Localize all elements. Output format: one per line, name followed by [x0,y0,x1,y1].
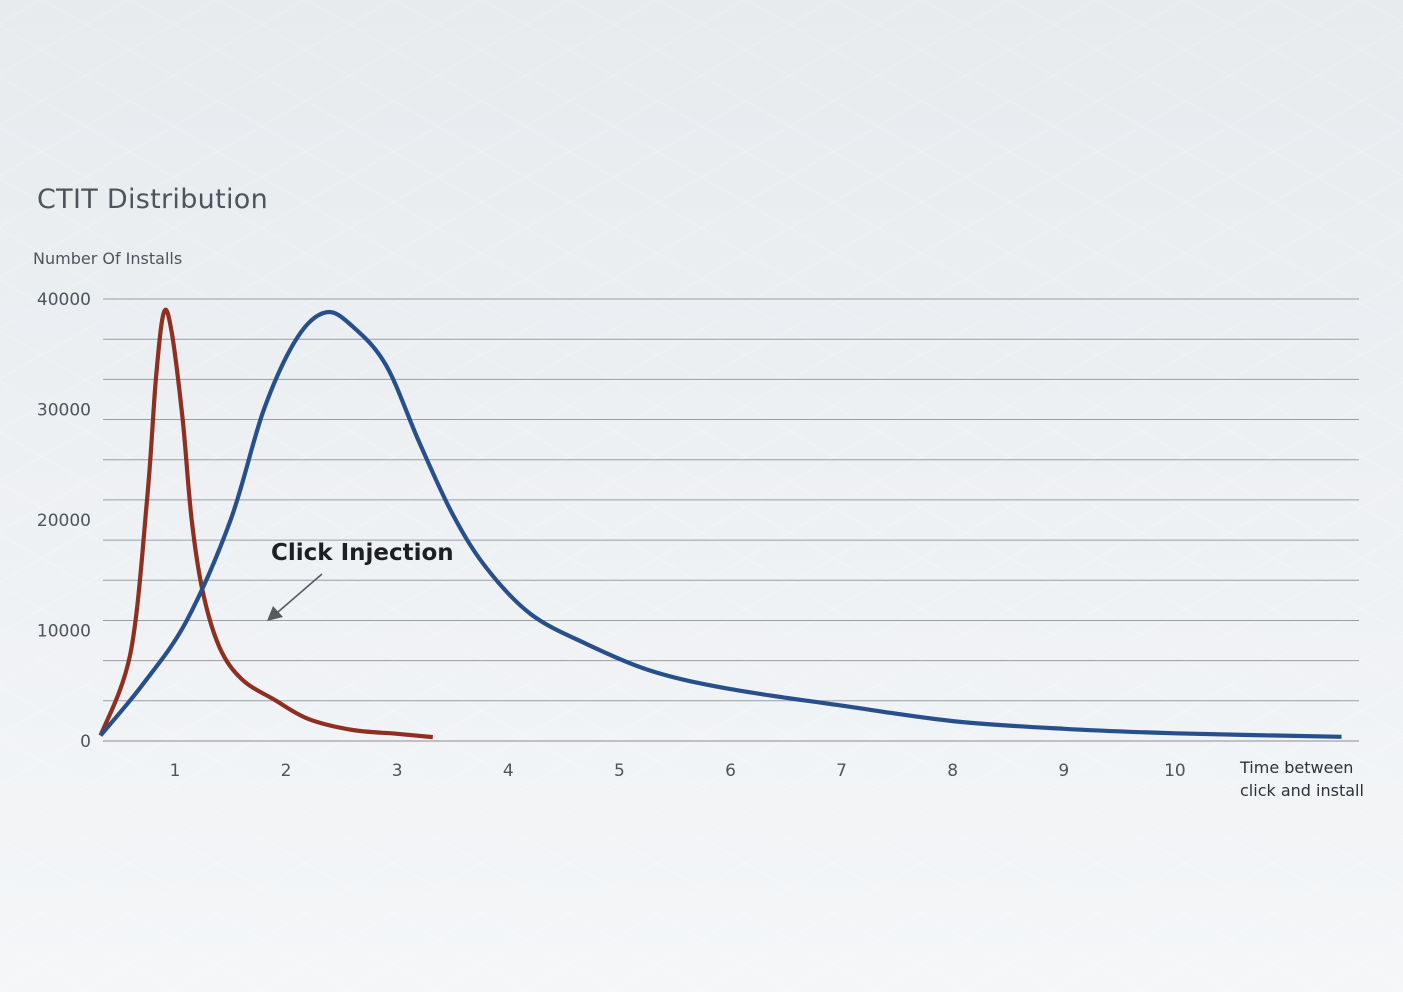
y-tick-label: 20000 [37,511,91,531]
x-tick-label: 3 [392,761,403,781]
y-tick-label: 30000 [37,401,91,421]
click-injection-annotation: Click Injection [271,540,454,566]
x-tick-label: 7 [836,761,847,781]
series-line-red [98,307,433,740]
x-axis-label-line-2: click and install [1240,781,1364,800]
gridlines [103,298,1359,742]
x-tick-label: 5 [614,761,625,781]
x-tick-label: 2 [281,761,292,781]
x-tick-label: 10 [1164,761,1186,781]
y-tick-labels: 0 10000 20000 30000 40000 [37,290,91,752]
annotation-arrow [267,573,323,621]
x-tick-labels: 1 2 3 4 5 6 7 8 9 10 [170,761,1186,781]
y-tick-label: 10000 [37,622,91,642]
series-lines [98,307,1342,740]
y-axis-label: Number Of Installs [33,249,183,268]
x-tick-label: 9 [1058,761,1069,781]
x-axis-label-line-1: Time between [1239,758,1353,777]
series-line-blue [98,309,1342,739]
x-tick-label: 6 [725,761,736,781]
x-tick-label: 1 [170,761,181,781]
x-tick-label: 8 [947,761,958,781]
x-tick-label: 4 [503,761,514,781]
chart-title: CTIT Distribution [37,184,269,215]
y-tick-label: 40000 [37,290,91,310]
y-tick-label: 0 [80,732,91,752]
